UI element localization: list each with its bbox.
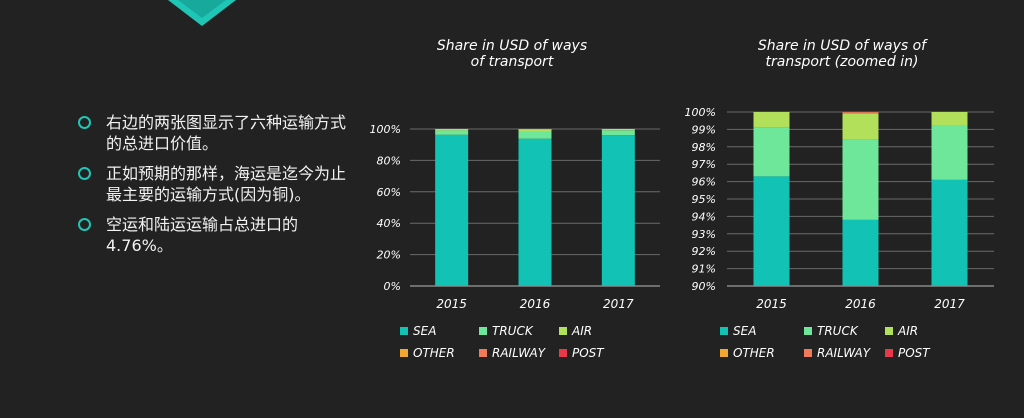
legend-label: RAILWAY: [817, 346, 872, 360]
y-tick-label: 60%: [377, 186, 401, 199]
chart-title-line: Share in USD of ways: [437, 38, 587, 54]
legend-swatch-truck: [804, 327, 812, 335]
legend-label: AIR: [571, 324, 592, 338]
legend-swatch-other: [400, 349, 408, 357]
legend-swatch-railway: [479, 349, 487, 357]
y-tick-label: 20%: [377, 249, 401, 262]
y-tick-label: 100%: [370, 123, 401, 136]
chart-title: Share in USD of ways of transport: [437, 38, 587, 70]
y-tick-label: 92%: [692, 245, 716, 258]
legend-swatch-truck: [479, 327, 487, 335]
legend-swatch-other: [720, 349, 728, 357]
legend-swatch-air: [885, 327, 893, 335]
x-tick-label: 2017: [934, 297, 965, 311]
legend-label: AIR: [897, 324, 918, 338]
bar-segment-sea-2017: [931, 179, 968, 286]
bullet-circle-icon: [78, 116, 91, 129]
bar-segment-air-2016: [518, 129, 552, 132]
bar-segment-air-2017: [601, 129, 635, 131]
legend-swatch-air: [559, 327, 567, 335]
y-tick-label: 97%: [692, 158, 716, 171]
legend-label: SEA: [413, 324, 436, 338]
bar-segment-truck-2016: [842, 139, 879, 220]
bar-segment-railway-2016: [842, 112, 879, 113]
bar-segment-truck-2015: [435, 130, 469, 135]
x-tick-label: 2015: [436, 297, 467, 311]
x-tick-label: 2015: [756, 297, 787, 311]
legend-label: OTHER: [733, 346, 775, 360]
chart-title-line: transport (zoomed in): [766, 54, 919, 70]
bar-segment-truck-2017: [601, 130, 635, 136]
legend-swatch-post: [885, 349, 893, 357]
legend-label: SEA: [733, 324, 756, 338]
x-tick-label: 2017: [603, 297, 634, 311]
bullet-item: 右边的两张图显示了六种运输方式的总进口价值。: [78, 112, 353, 154]
bar-segment-truck-2015: [753, 127, 790, 177]
bar-segment-truck-2016: [518, 131, 552, 139]
y-tick-label: 95%: [692, 193, 716, 206]
bullet-text: 正如预期的那样，海运是迄今为止最主要的运输方式(因为铜)。: [106, 164, 347, 204]
bar-segment-truck-2017: [931, 125, 968, 180]
x-tick-label: 2016: [520, 297, 551, 311]
y-tick-label: 80%: [377, 154, 401, 167]
bar-segment-sea-2015: [753, 176, 790, 286]
y-tick-label: 40%: [377, 217, 401, 230]
y-tick-label: 94%: [692, 210, 716, 223]
chart-share-usd-zoomed-svg: Share in USD of ways of transport (zoomed…: [685, 38, 994, 360]
chart-title: Share in USD of ways of transport (zoomed…: [758, 38, 928, 70]
legend-label: TRUCK: [492, 324, 534, 338]
y-tick-label: 96%: [692, 176, 716, 189]
chart-share-usd-svg: Share in USD of ways of transport 0% 20% 40%…: [370, 38, 660, 360]
legend-label: OTHER: [413, 346, 455, 360]
bullet-item: 空运和陆运运输占总进口的4.76%。: [78, 214, 353, 256]
bullet-circle-icon: [78, 167, 91, 180]
y-tick-label: 91%: [692, 263, 716, 276]
bar-segment-air-2017: [931, 112, 968, 126]
bullet-circle-icon: [78, 218, 91, 231]
y-tick-label: 100%: [685, 106, 716, 119]
chart-share-usd-zoomed: Share in USD of ways of transport (zoomed…: [672, 0, 1012, 418]
bar-segment-sea-2016: [842, 219, 879, 286]
bullet-text: 右边的两张图显示了六种运输方式的总进口价值。: [106, 113, 347, 153]
chart-title-line: of transport: [471, 54, 554, 70]
chart-share-usd: Share in USD of ways of transport 0% 20% 40%…: [355, 0, 670, 418]
legend-swatch-railway: [804, 349, 812, 357]
header-decoration: [168, 0, 236, 26]
y-tick-label: 93%: [692, 228, 716, 241]
legend-label: POST: [572, 346, 605, 360]
bar-segment-sea-2016: [518, 138, 552, 286]
bar-segment-sea-2015: [435, 134, 469, 286]
chart-title-line: Share in USD of ways of: [758, 38, 928, 54]
legend-swatch-sea: [720, 327, 728, 335]
legend-swatch-sea: [400, 327, 408, 335]
y-tick-label: 0%: [384, 280, 401, 293]
legend-label: POST: [898, 346, 931, 360]
bar-segment-air-2015: [435, 129, 469, 131]
bullet-list: 右边的两张图显示了六种运输方式的总进口价值。 正如预期的那样，海运是迄今为止最主…: [78, 112, 353, 265]
legend-label: RAILWAY: [492, 346, 547, 360]
x-tick-label: 2016: [845, 297, 876, 311]
bullet-text: 空运和陆运运输占总进口的4.76%。: [106, 215, 299, 255]
legend-label: TRUCK: [817, 324, 859, 338]
bullet-item: 正如预期的那样，海运是迄今为止最主要的运输方式(因为铜)。: [78, 163, 353, 205]
bar-segment-air-2015: [753, 112, 790, 128]
bar-segment-air-2016: [842, 113, 879, 140]
y-tick-label: 90%: [692, 280, 716, 293]
legend-swatch-post: [559, 349, 567, 357]
y-tick-label: 98%: [692, 141, 716, 154]
bar-segment-sea-2017: [601, 135, 635, 286]
bar-segment-other-2016: [842, 112, 879, 114]
y-tick-label: 99%: [692, 123, 716, 136]
